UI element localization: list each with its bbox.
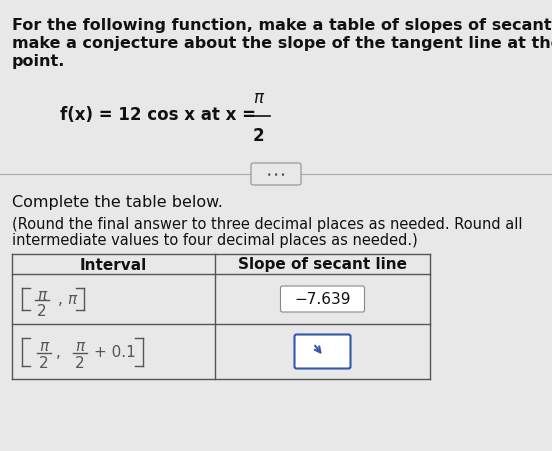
Text: (Round the final answer to three decimal places as needed. Round all: (Round the final answer to three decimal… — [12, 216, 523, 231]
Text: −7.639: −7.639 — [294, 292, 351, 307]
Text: 2: 2 — [39, 355, 49, 370]
Text: make a conjecture about the slope of the tangent line at the indicated: make a conjecture about the slope of the… — [12, 36, 552, 51]
Text: point.: point. — [12, 54, 65, 69]
Text: • • •: • • • — [267, 170, 285, 179]
Text: For the following function, make a table of slopes of secant lines and: For the following function, make a table… — [12, 18, 552, 33]
FancyBboxPatch shape — [280, 286, 364, 312]
Text: intermediate values to four decimal places as needed.): intermediate values to four decimal plac… — [12, 232, 418, 248]
Text: Slope of secant line: Slope of secant line — [238, 257, 407, 272]
Text: π: π — [38, 287, 46, 302]
Text: Complete the table below.: Complete the table below. — [12, 194, 223, 210]
Text: 2: 2 — [75, 355, 85, 370]
FancyBboxPatch shape — [295, 335, 351, 368]
Text: ,: , — [56, 344, 60, 359]
Text: + 0.1: + 0.1 — [94, 344, 136, 359]
FancyBboxPatch shape — [251, 164, 301, 186]
Text: π: π — [76, 338, 84, 353]
Text: π: π — [67, 292, 77, 307]
Text: 2: 2 — [252, 127, 264, 145]
Text: π: π — [39, 338, 49, 353]
Text: 2: 2 — [37, 303, 47, 318]
Text: f(x) = 12 cos x at x =: f(x) = 12 cos x at x = — [60, 106, 256, 124]
Text: π: π — [253, 89, 263, 107]
Text: Interval: Interval — [80, 257, 147, 272]
Text: ,: , — [57, 292, 62, 307]
